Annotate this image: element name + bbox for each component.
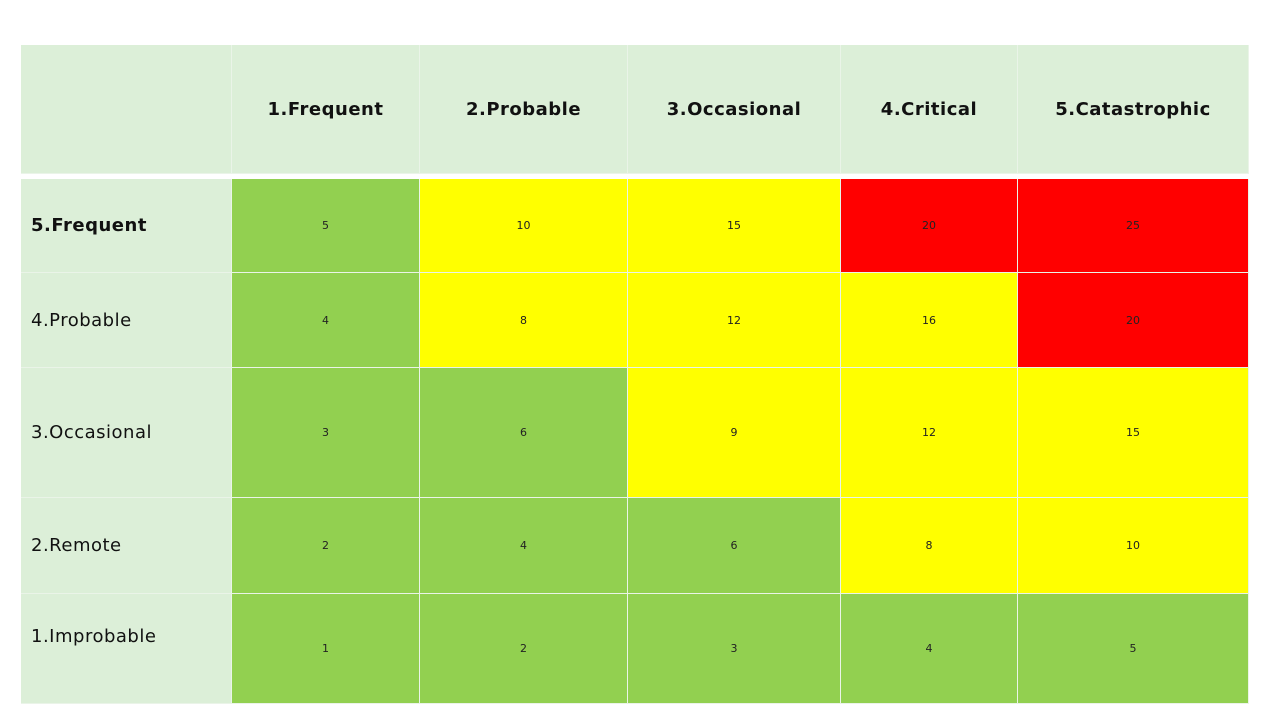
matrix-cell: 25 (1018, 179, 1249, 273)
matrix-cell: 3 (232, 368, 420, 498)
matrix-cell: 12 (628, 273, 841, 368)
header-separator (21, 174, 1249, 179)
matrix-cell: 15 (1018, 368, 1249, 498)
risk-matrix-table: 1.Frequent 2.Probable 3.Occasional 4.Cri… (21, 45, 1249, 704)
column-header: 5.Catastrophic (1018, 45, 1249, 174)
matrix-cell: 4 (841, 594, 1018, 704)
matrix-cell: 8 (420, 273, 628, 368)
matrix-cell: 2 (420, 594, 628, 704)
matrix-cell: 12 (841, 368, 1018, 498)
matrix-cell: 10 (420, 179, 628, 273)
corner-cell (21, 45, 232, 174)
row-header: 3.Occasional (21, 368, 232, 498)
matrix-cell: 5 (232, 179, 420, 273)
column-header: 3.Occasional (628, 45, 841, 174)
matrix-cell: 16 (841, 273, 1018, 368)
matrix-cell: 8 (841, 498, 1018, 594)
matrix-cell: 20 (1018, 273, 1249, 368)
matrix-cell: 6 (628, 498, 841, 594)
matrix-cell: 3 (628, 594, 841, 704)
column-header: 2.Probable (420, 45, 628, 174)
matrix-cell: 2 (232, 498, 420, 594)
row-header: 2.Remote (21, 498, 232, 594)
matrix-cell: 20 (841, 179, 1018, 273)
matrix-cell: 15 (628, 179, 841, 273)
matrix-cell: 10 (1018, 498, 1249, 594)
matrix-cell: 4 (420, 498, 628, 594)
column-header: 4.Critical (841, 45, 1018, 174)
row-header: 1.Improbable (21, 594, 232, 704)
column-header: 1.Frequent (232, 45, 420, 174)
matrix-cell: 5 (1018, 594, 1249, 704)
row-header: 4.Probable (21, 273, 232, 368)
matrix-cell: 1 (232, 594, 420, 704)
row-header: 5.Frequent (21, 179, 232, 273)
matrix-cell: 6 (420, 368, 628, 498)
matrix-cell: 9 (628, 368, 841, 498)
matrix-cell: 4 (232, 273, 420, 368)
